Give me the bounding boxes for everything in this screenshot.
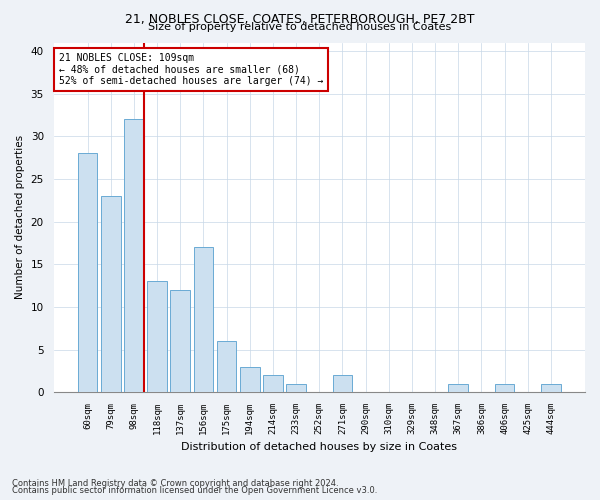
Y-axis label: Number of detached properties: Number of detached properties (15, 136, 25, 300)
Bar (101, 196, 121, 392)
Bar (495, 384, 514, 392)
Bar (147, 282, 167, 392)
Bar (124, 120, 144, 392)
Bar (77, 154, 97, 392)
Bar (541, 384, 561, 392)
Bar (263, 375, 283, 392)
Bar (448, 384, 468, 392)
Text: 21 NOBLES CLOSE: 109sqm
← 48% of detached houses are smaller (68)
52% of semi-de: 21 NOBLES CLOSE: 109sqm ← 48% of detache… (59, 53, 323, 86)
Bar (332, 375, 352, 392)
X-axis label: Distribution of detached houses by size in Coates: Distribution of detached houses by size … (181, 442, 457, 452)
Bar (217, 341, 236, 392)
Bar (240, 366, 260, 392)
Text: Contains public sector information licensed under the Open Government Licence v3: Contains public sector information licen… (12, 486, 377, 495)
Text: 21, NOBLES CLOSE, COATES, PETERBOROUGH, PE7 2BT: 21, NOBLES CLOSE, COATES, PETERBOROUGH, … (125, 12, 475, 26)
Bar (170, 290, 190, 392)
Bar (286, 384, 306, 392)
Text: Size of property relative to detached houses in Coates: Size of property relative to detached ho… (148, 22, 452, 32)
Text: Contains HM Land Registry data © Crown copyright and database right 2024.: Contains HM Land Registry data © Crown c… (12, 478, 338, 488)
Bar (194, 247, 213, 392)
